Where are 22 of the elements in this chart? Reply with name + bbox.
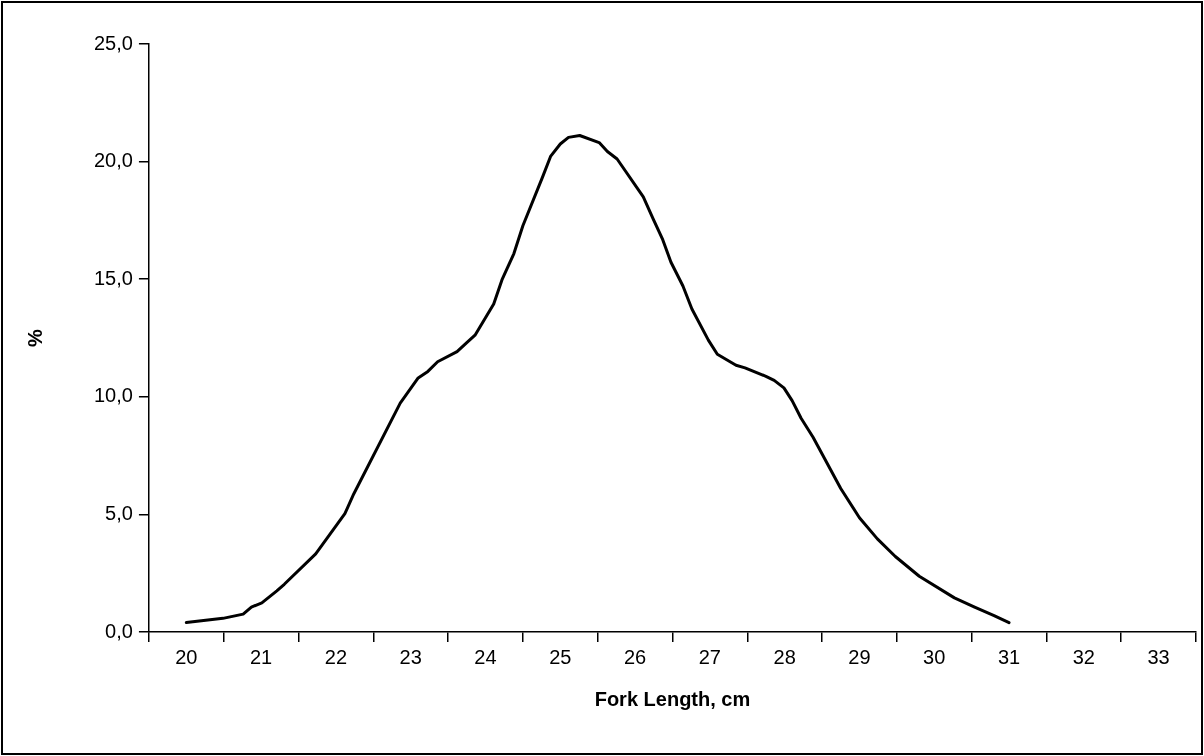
x-tick-label: 30: [923, 645, 946, 668]
x-tick-label: 25: [549, 645, 572, 668]
y-tick-label: 15,0: [93, 266, 133, 289]
x-tick-label: 20: [175, 645, 198, 668]
x-axis-title: Fork Length, cm: [594, 687, 751, 710]
x-tick-label: 32: [1072, 645, 1095, 668]
x-tick-label: 22: [324, 645, 348, 668]
x-tick-label: 33: [1147, 645, 1170, 668]
y-tick-label: 25,0: [93, 31, 133, 54]
x-tick-label: 21: [249, 645, 273, 668]
x-tick-label: 31: [997, 645, 1021, 668]
x-tick-label: 24: [474, 645, 497, 668]
x-tick-label: 27: [698, 645, 721, 668]
x-tick-label: 29: [848, 645, 871, 668]
y-tick-label: 20,0: [93, 149, 133, 172]
x-tick-label: 23: [399, 645, 422, 668]
y-tick-label: 10,0: [93, 384, 133, 407]
x-tick-label: 28: [773, 645, 796, 668]
y-axis-title: %: [23, 328, 46, 347]
x-tick-label: 26: [623, 645, 647, 668]
y-tick-label: 5,0: [105, 501, 133, 524]
y-tick-label: 0,0: [105, 619, 133, 642]
